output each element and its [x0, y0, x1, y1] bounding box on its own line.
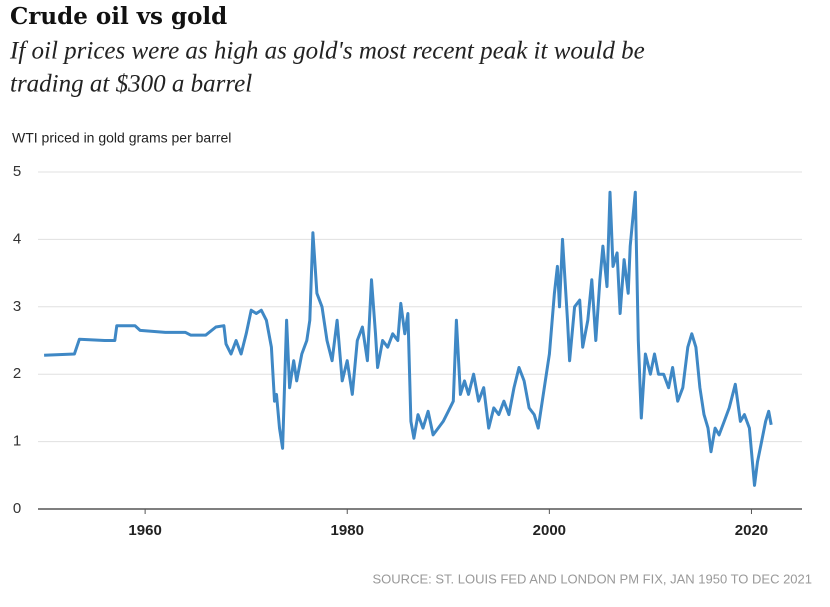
- y-tick-label: 5: [13, 163, 21, 180]
- y-tick-label: 0: [13, 500, 21, 517]
- x-tick-label: 2000: [533, 522, 566, 539]
- y-axis-label: WTI priced in gold grams per barrel: [12, 130, 231, 146]
- subtitle-line-2: trading at $300 a barrel: [10, 71, 252, 98]
- data-line: [44, 190, 773, 487]
- chart-title: Crude oil vs gold: [10, 3, 227, 30]
- x-tick-label: 1960: [128, 522, 161, 539]
- y-tick-label: 3: [13, 298, 21, 315]
- x-tick-label: 1980: [331, 522, 364, 539]
- source: SOURCE: ST. LOUIS FED AND LONDON PM FIX,…: [373, 571, 812, 586]
- y-tick-label: 2: [13, 365, 21, 382]
- y-tick-label: 1: [13, 433, 21, 450]
- subtitle-line-1: If oil prices were as high as gold's mos…: [9, 38, 645, 65]
- x-tick-label: 2020: [735, 522, 768, 539]
- y-tick-label: 4: [13, 230, 21, 247]
